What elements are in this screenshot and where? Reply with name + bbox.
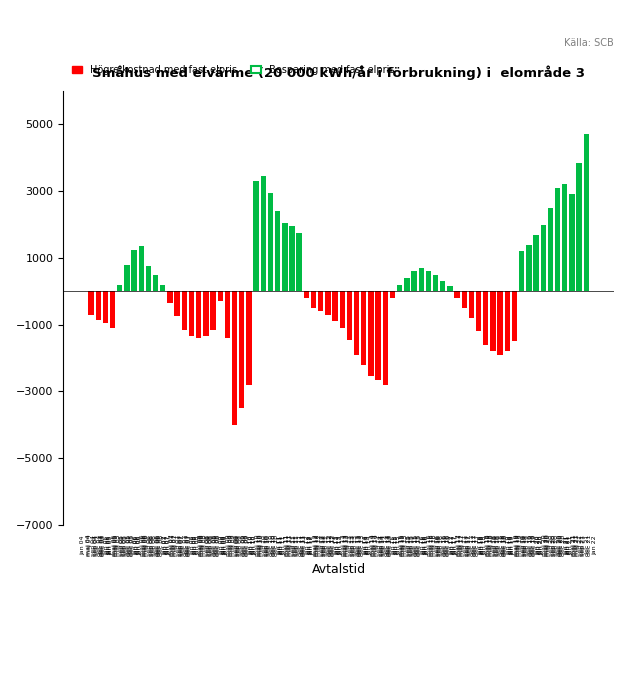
Bar: [584, 134, 589, 291]
Bar: [160, 285, 165, 291]
Bar: [390, 291, 395, 298]
Bar: [182, 291, 187, 330]
Bar: [569, 195, 575, 291]
Bar: [246, 291, 252, 385]
Bar: [325, 291, 330, 315]
Bar: [425, 272, 431, 291]
Bar: [491, 291, 496, 351]
Bar: [440, 281, 446, 291]
Bar: [304, 291, 309, 298]
Bar: [332, 291, 338, 321]
Bar: [203, 291, 208, 337]
Bar: [261, 176, 266, 291]
Bar: [526, 244, 532, 291]
X-axis label: Avtalstid: Avtalstid: [311, 564, 366, 576]
Bar: [124, 265, 130, 291]
Bar: [110, 291, 115, 328]
Bar: [89, 291, 94, 315]
Bar: [275, 211, 280, 291]
Bar: [404, 278, 410, 291]
Bar: [153, 274, 158, 291]
Bar: [375, 291, 381, 380]
Bar: [397, 285, 403, 291]
Bar: [268, 193, 273, 291]
Bar: [577, 163, 582, 291]
Bar: [289, 226, 295, 291]
Bar: [562, 185, 567, 291]
Bar: [519, 251, 524, 291]
Bar: [361, 291, 367, 365]
Bar: [175, 291, 180, 316]
Bar: [253, 181, 259, 291]
Bar: [483, 291, 489, 344]
Bar: [354, 291, 360, 355]
Bar: [382, 291, 388, 385]
Bar: [103, 291, 108, 323]
Bar: [139, 246, 144, 291]
Bar: [132, 250, 137, 291]
Bar: [318, 291, 323, 312]
Bar: [476, 291, 481, 331]
Bar: [418, 268, 424, 291]
Bar: [347, 291, 352, 340]
Title: Småhus med elvärme (20 000 kWh/år i förbrukning) i  elområde 3: Småhus med elvärme (20 000 kWh/år i förb…: [92, 66, 585, 80]
Bar: [239, 291, 244, 408]
Bar: [555, 188, 560, 291]
Legend: Högre kostnad med fast elpris, Besparing med fast elpris: Högre kostnad med fast elpris, Besparing…: [68, 61, 398, 79]
Bar: [311, 291, 316, 308]
Bar: [117, 285, 122, 291]
Bar: [454, 291, 460, 298]
Bar: [218, 291, 223, 301]
Bar: [498, 291, 503, 355]
Bar: [368, 291, 373, 377]
Bar: [411, 272, 417, 291]
Bar: [232, 291, 237, 425]
Bar: [512, 291, 517, 342]
Bar: [167, 291, 173, 303]
Bar: [146, 266, 151, 291]
Bar: [541, 225, 546, 291]
Bar: [282, 223, 287, 291]
Bar: [96, 291, 101, 320]
Bar: [469, 291, 474, 318]
Bar: [196, 291, 201, 338]
Bar: [461, 291, 467, 308]
Bar: [534, 234, 539, 291]
Bar: [433, 274, 438, 291]
Bar: [225, 291, 230, 338]
Bar: [548, 208, 553, 291]
Bar: [448, 286, 453, 291]
Text: Källa: SCB: Källa: SCB: [564, 38, 614, 48]
Bar: [189, 291, 194, 337]
Bar: [339, 291, 345, 328]
Bar: [505, 291, 510, 351]
Bar: [296, 233, 302, 291]
Bar: [210, 291, 216, 330]
